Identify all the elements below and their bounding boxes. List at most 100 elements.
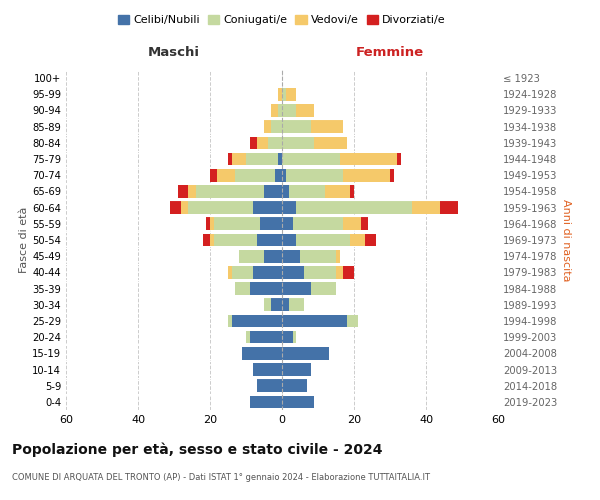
Bar bbox=[188, 185, 196, 198]
Bar bbox=[271, 298, 282, 311]
Bar bbox=[282, 298, 289, 311]
Text: Maschi: Maschi bbox=[148, 46, 200, 59]
Bar bbox=[257, 234, 282, 246]
Bar bbox=[361, 218, 368, 230]
Bar bbox=[296, 104, 314, 117]
Bar bbox=[228, 152, 232, 166]
Bar bbox=[178, 185, 188, 198]
Bar bbox=[282, 136, 314, 149]
Bar bbox=[264, 298, 271, 311]
Bar bbox=[282, 250, 300, 262]
Bar bbox=[257, 136, 268, 149]
Bar bbox=[196, 185, 264, 198]
Bar bbox=[203, 234, 210, 246]
Bar bbox=[264, 250, 282, 262]
Bar bbox=[188, 202, 253, 214]
Bar bbox=[282, 380, 307, 392]
Bar bbox=[278, 152, 282, 166]
Bar bbox=[282, 169, 286, 181]
Bar bbox=[304, 266, 336, 278]
Bar bbox=[397, 152, 401, 166]
Bar bbox=[343, 169, 390, 181]
Bar bbox=[235, 282, 250, 295]
Bar bbox=[278, 88, 282, 101]
Bar bbox=[296, 202, 412, 214]
Bar bbox=[282, 363, 311, 376]
Bar bbox=[264, 185, 282, 198]
Bar bbox=[282, 234, 296, 246]
Bar bbox=[347, 314, 358, 328]
Bar bbox=[365, 234, 376, 246]
Bar bbox=[289, 185, 325, 198]
Bar bbox=[257, 380, 282, 392]
Bar bbox=[300, 250, 336, 262]
Bar bbox=[390, 169, 394, 181]
Bar bbox=[268, 136, 282, 149]
Bar bbox=[440, 202, 458, 214]
Bar bbox=[286, 169, 343, 181]
Bar bbox=[271, 120, 282, 133]
Bar bbox=[343, 266, 354, 278]
Bar bbox=[282, 331, 293, 344]
Bar bbox=[311, 282, 336, 295]
Bar bbox=[210, 234, 214, 246]
Bar bbox=[170, 202, 181, 214]
Y-axis label: Fasce di età: Fasce di età bbox=[19, 207, 29, 273]
Bar bbox=[282, 185, 289, 198]
Bar bbox=[253, 363, 282, 376]
Bar bbox=[282, 88, 286, 101]
Bar bbox=[250, 396, 282, 408]
Bar bbox=[282, 202, 296, 214]
Bar bbox=[253, 202, 282, 214]
Bar bbox=[232, 314, 282, 328]
Bar bbox=[282, 282, 311, 295]
Text: COMUNE DI ARQUATA DEL TRONTO (AP) - Dati ISTAT 1° gennaio 2024 - Elaborazione TU: COMUNE DI ARQUATA DEL TRONTO (AP) - Dati… bbox=[12, 472, 430, 482]
Bar bbox=[296, 234, 350, 246]
Bar bbox=[282, 120, 311, 133]
Bar bbox=[293, 218, 343, 230]
Bar bbox=[282, 152, 340, 166]
Bar bbox=[282, 266, 304, 278]
Bar bbox=[232, 152, 246, 166]
Bar bbox=[214, 234, 257, 246]
Bar bbox=[286, 88, 296, 101]
Bar bbox=[275, 169, 282, 181]
Bar bbox=[336, 266, 343, 278]
Bar bbox=[181, 202, 188, 214]
Bar bbox=[210, 218, 214, 230]
Bar bbox=[264, 120, 271, 133]
Bar bbox=[282, 396, 314, 408]
Bar bbox=[232, 266, 253, 278]
Bar bbox=[235, 169, 275, 181]
Bar bbox=[343, 218, 361, 230]
Bar bbox=[325, 185, 350, 198]
Bar bbox=[289, 298, 304, 311]
Bar bbox=[246, 331, 250, 344]
Bar bbox=[250, 282, 282, 295]
Bar bbox=[242, 347, 282, 360]
Bar bbox=[336, 250, 340, 262]
Bar bbox=[250, 136, 257, 149]
Text: Femmine: Femmine bbox=[356, 46, 424, 59]
Bar bbox=[282, 314, 347, 328]
Bar bbox=[314, 136, 347, 149]
Bar bbox=[214, 218, 260, 230]
Bar bbox=[340, 152, 397, 166]
Bar bbox=[250, 331, 282, 344]
Bar bbox=[228, 314, 232, 328]
Bar bbox=[271, 104, 278, 117]
Bar bbox=[282, 104, 296, 117]
Bar bbox=[278, 104, 282, 117]
Legend: Celibi/Nubili, Coniugati/e, Vedovi/e, Divorziati/e: Celibi/Nubili, Coniugati/e, Vedovi/e, Di… bbox=[114, 10, 450, 30]
Bar bbox=[246, 152, 278, 166]
Bar bbox=[228, 266, 232, 278]
Bar bbox=[311, 120, 343, 133]
Bar bbox=[350, 185, 354, 198]
Y-axis label: Anni di nascita: Anni di nascita bbox=[561, 198, 571, 281]
Bar bbox=[293, 331, 296, 344]
Bar bbox=[239, 250, 264, 262]
Bar bbox=[412, 202, 440, 214]
Bar bbox=[210, 169, 217, 181]
Bar bbox=[253, 266, 282, 278]
Bar bbox=[206, 218, 210, 230]
